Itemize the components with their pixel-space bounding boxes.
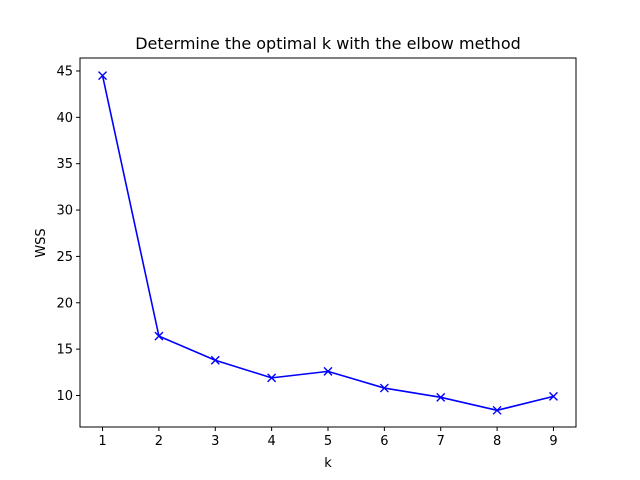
- x-tick-label: 8: [493, 434, 501, 449]
- data-point-6: [379, 383, 389, 393]
- y-tick-label: 15: [56, 343, 73, 358]
- plot-frame: [79, 57, 577, 428]
- y-tick-label: 25: [56, 250, 73, 265]
- y-axis-label: WSS: [34, 228, 49, 257]
- data-point-7: [436, 392, 446, 402]
- x-tick-label: 2: [155, 434, 163, 449]
- x-tick-label: 1: [98, 434, 106, 449]
- data-point-3: [210, 355, 220, 365]
- data-point-9: [548, 391, 558, 401]
- data-point-5: [323, 366, 333, 376]
- x-tick-label: 3: [211, 434, 219, 449]
- y-tick-label: 35: [56, 157, 73, 172]
- data-point-1: [98, 71, 108, 81]
- x-axis-label: k: [324, 456, 332, 471]
- data-point-4: [267, 373, 277, 383]
- x-tick-label: 9: [549, 434, 557, 449]
- chart-title: Determine the optimal k with the elbow m…: [135, 34, 521, 53]
- y-tick-label: 30: [56, 204, 73, 219]
- x-tick-label: 6: [380, 434, 388, 449]
- y-tick-label: 45: [56, 64, 73, 79]
- y-tick-label: 40: [56, 111, 73, 126]
- x-tick-label: 4: [267, 434, 275, 449]
- x-tick-label: 7: [437, 434, 445, 449]
- data-point-8: [492, 405, 502, 415]
- y-tick-label: 10: [56, 389, 73, 404]
- data-point-2: [154, 331, 164, 341]
- y-tick-label: 20: [56, 296, 73, 311]
- x-tick-label: 5: [324, 434, 332, 449]
